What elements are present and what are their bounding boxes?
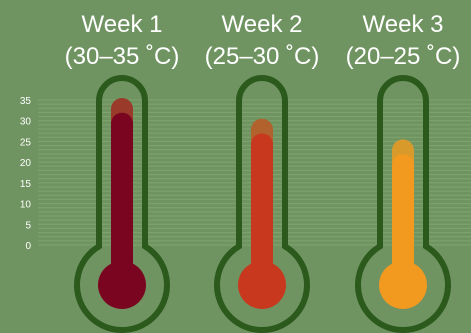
bulb-liquid [238,261,286,309]
bulb-liquid [98,261,146,309]
thermometer-outline [214,75,310,333]
y-tick-label: 5 [25,220,31,231]
y-tick-label: 35 [20,96,32,107]
y-tick-label: 0 [25,241,31,252]
category-label: Week 2 [222,11,303,38]
range-label: (25–30 ˚C) [205,43,320,70]
y-tick-label: 15 [20,179,32,190]
y-tick-label: 20 [20,158,32,169]
range-min-bar [111,112,133,285]
y-tick-label: 10 [20,200,32,211]
category-label: Week 1 [82,11,163,38]
range-label: (30–35 ˚C) [65,43,180,70]
y-tick-label: 25 [20,137,32,148]
range-min-bar [392,154,414,285]
thermometer-outline [355,75,451,333]
category-label: Week 3 [363,11,444,38]
bulb-liquid [379,261,427,309]
thermometer-outline [74,75,170,333]
range-min-bar [251,133,273,285]
y-tick-label: 30 [20,117,32,128]
range-label: (20–25 ˚C) [346,43,461,70]
